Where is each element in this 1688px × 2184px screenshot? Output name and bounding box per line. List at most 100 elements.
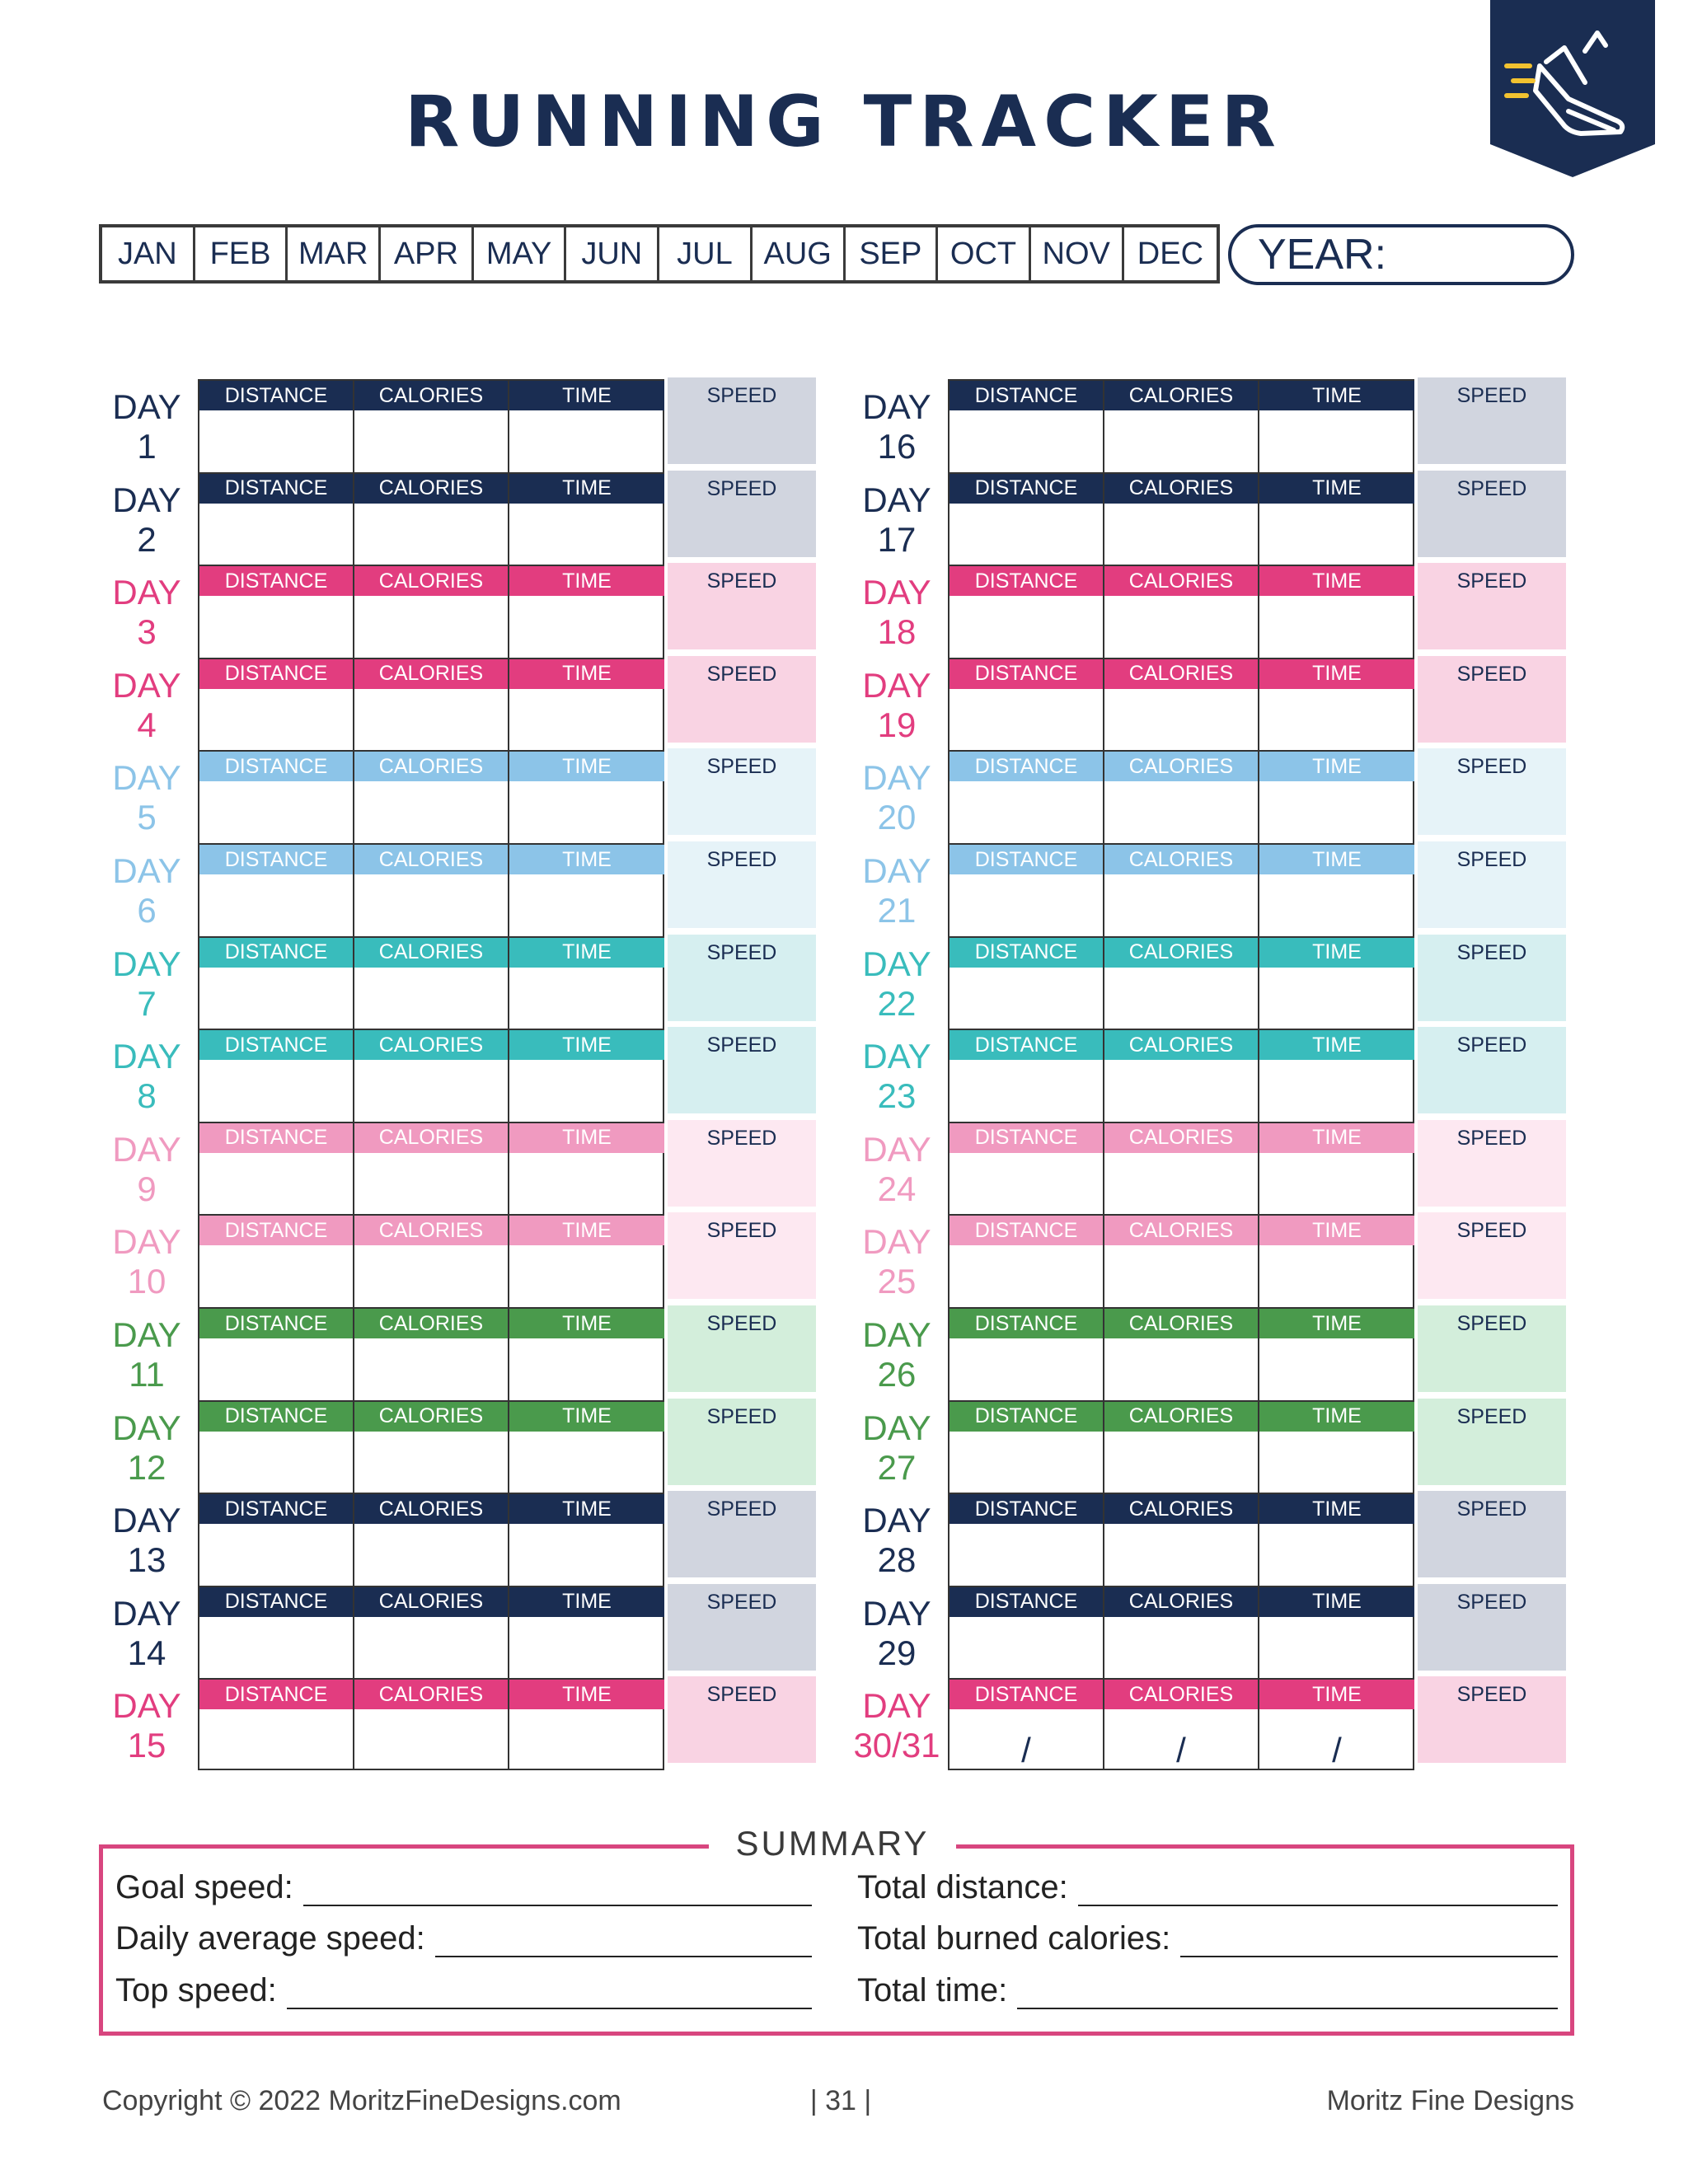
calories-cell[interactable]: CALORIES: [354, 752, 509, 843]
speed-cell[interactable]: SPEED: [668, 470, 816, 557]
speed-cell[interactable]: SPEED: [668, 1676, 816, 1764]
calories-cell[interactable]: CALORIES: [1104, 381, 1259, 472]
speed-cell[interactable]: SPEED: [1418, 748, 1566, 836]
time-cell[interactable]: TIME: [509, 1309, 664, 1400]
calories-cell[interactable]: CALORIES: [1104, 473, 1259, 565]
distance-cell[interactable]: DISTANCE: [199, 1401, 354, 1493]
distance-cell[interactable]: DISTANCE: [950, 1401, 1104, 1493]
speed-cell[interactable]: SPEED: [668, 748, 816, 836]
calories-cell[interactable]: CALORIES: [354, 1216, 509, 1307]
time-cell[interactable]: TIME: [1259, 1401, 1414, 1493]
month-mar[interactable]: MAR: [288, 227, 382, 280]
time-cell[interactable]: TIME: [1259, 658, 1414, 751]
time-cell[interactable]: TIME: [509, 658, 664, 751]
time-cell[interactable]: TIME: [1259, 1030, 1414, 1122]
calories-cell[interactable]: CALORIES: [1104, 566, 1259, 658]
speed-cell[interactable]: SPEED: [1418, 1212, 1566, 1300]
time-cell[interactable]: TIME: [509, 752, 664, 843]
calories-cell[interactable]: CALORIES: [1104, 1586, 1259, 1679]
time-cell[interactable]: TIME: [509, 566, 664, 658]
calories-cell[interactable]: CALORIES: [354, 1309, 509, 1400]
time-cell[interactable]: TIME: [1259, 1309, 1414, 1400]
month-apr[interactable]: APR: [381, 227, 474, 280]
speed-cell[interactable]: SPEED: [1418, 1491, 1566, 1578]
time-cell[interactable]: TIME: [1259, 937, 1414, 1029]
time-cell[interactable]: TIME: [1259, 473, 1414, 565]
speed-cell[interactable]: SPEED: [668, 1491, 816, 1578]
time-cell[interactable]: TIME: [509, 1122, 664, 1215]
distance-cell[interactable]: DISTANCE: [199, 381, 354, 472]
distance-cell[interactable]: DISTANCE: [199, 1122, 354, 1215]
calories-cell[interactable]: CALORIES: [354, 473, 509, 565]
time-cell[interactable]: TIME: [509, 845, 664, 936]
speed-cell[interactable]: SPEED: [1418, 1583, 1566, 1671]
speed-cell[interactable]: SPEED: [668, 1119, 816, 1207]
distance-cell[interactable]: DISTANCE: [199, 845, 354, 936]
total-time-line[interactable]: Total time:: [857, 1972, 1558, 2009]
speed-cell[interactable]: SPEED: [668, 655, 816, 743]
time-cell[interactable]: TIME: [1259, 1586, 1414, 1679]
time-cell[interactable]: TIME: [509, 1030, 664, 1122]
calories-cell[interactable]: CALORIES: [354, 937, 509, 1029]
speed-cell[interactable]: SPEED: [668, 934, 816, 1021]
month-oct[interactable]: OCT: [938, 227, 1031, 280]
calories-cell[interactable]: CALORIES: [1104, 658, 1259, 751]
speed-cell[interactable]: SPEED: [1418, 470, 1566, 557]
distance-cell[interactable]: DISTANCE: [199, 1309, 354, 1400]
calories-cell[interactable]: CALORIES: [354, 566, 509, 658]
calories-cell[interactable]: CALORIES: [354, 381, 509, 472]
month-sep[interactable]: SEP: [846, 227, 939, 280]
time-cell[interactable]: TIME /: [1259, 1680, 1414, 1769]
distance-cell[interactable]: DISTANCE: [199, 1216, 354, 1307]
total-distance-line[interactable]: Total distance:: [857, 1869, 1558, 1906]
month-nov[interactable]: NOV: [1031, 227, 1124, 280]
distance-cell[interactable]: DISTANCE: [950, 1586, 1104, 1679]
calories-cell[interactable]: CALORIES: [1104, 1401, 1259, 1493]
month-aug[interactable]: AUG: [753, 227, 846, 280]
speed-cell[interactable]: SPEED: [1418, 841, 1566, 928]
goal-speed-line[interactable]: Goal speed:: [115, 1869, 812, 1906]
distance-cell[interactable]: DISTANCE: [199, 752, 354, 843]
year-field[interactable]: YEAR:: [1228, 224, 1574, 285]
top-speed-line[interactable]: Top speed:: [115, 1972, 812, 2009]
time-cell[interactable]: TIME: [1259, 381, 1414, 472]
speed-cell[interactable]: SPEED: [668, 1212, 816, 1300]
time-cell[interactable]: TIME: [509, 381, 664, 472]
calories-cell[interactable]: CALORIES: [354, 845, 509, 936]
distance-cell[interactable]: DISTANCE: [199, 1494, 354, 1586]
distance-cell[interactable]: DISTANCE: [950, 937, 1104, 1029]
time-cell[interactable]: TIME: [509, 1401, 664, 1493]
month-may[interactable]: MAY: [474, 227, 567, 280]
calories-cell[interactable]: CALORIES: [1104, 937, 1259, 1029]
distance-cell[interactable]: DISTANCE: [199, 1030, 354, 1122]
calories-cell[interactable]: CALORIES: [354, 658, 509, 751]
speed-cell[interactable]: SPEED: [1418, 655, 1566, 743]
calories-cell[interactable]: CALORIES: [1104, 752, 1259, 843]
time-cell[interactable]: TIME: [1259, 845, 1414, 936]
distance-cell[interactable]: DISTANCE: [199, 1586, 354, 1679]
month-feb[interactable]: FEB: [195, 227, 288, 280]
time-cell[interactable]: TIME: [1259, 1216, 1414, 1307]
distance-cell[interactable]: DISTANCE: [950, 381, 1104, 472]
calories-cell[interactable]: CALORIES: [1104, 1216, 1259, 1307]
distance-cell[interactable]: DISTANCE /: [950, 1680, 1104, 1769]
speed-cell[interactable]: SPEED: [668, 1583, 816, 1671]
speed-cell[interactable]: SPEED: [1418, 563, 1566, 650]
distance-cell[interactable]: DISTANCE: [950, 1309, 1104, 1400]
calories-cell[interactable]: CALORIES: [1104, 1309, 1259, 1400]
calories-cell[interactable]: CALORIES: [354, 1494, 509, 1586]
distance-cell[interactable]: DISTANCE: [199, 473, 354, 565]
time-cell[interactable]: TIME: [509, 1680, 664, 1769]
calories-cell[interactable]: CALORIES: [354, 1680, 509, 1769]
distance-cell[interactable]: DISTANCE: [950, 1216, 1104, 1307]
distance-cell[interactable]: DISTANCE: [950, 473, 1104, 565]
speed-cell[interactable]: SPEED: [668, 1027, 816, 1114]
time-cell[interactable]: TIME: [509, 1216, 664, 1307]
time-cell[interactable]: TIME: [509, 937, 664, 1029]
distance-cell[interactable]: DISTANCE: [199, 658, 354, 751]
time-cell[interactable]: TIME: [509, 473, 664, 565]
speed-cell[interactable]: SPEED: [1418, 1398, 1566, 1485]
speed-cell[interactable]: SPEED: [1418, 1119, 1566, 1207]
time-cell[interactable]: TIME: [1259, 1494, 1414, 1586]
distance-cell[interactable]: DISTANCE: [950, 845, 1104, 936]
